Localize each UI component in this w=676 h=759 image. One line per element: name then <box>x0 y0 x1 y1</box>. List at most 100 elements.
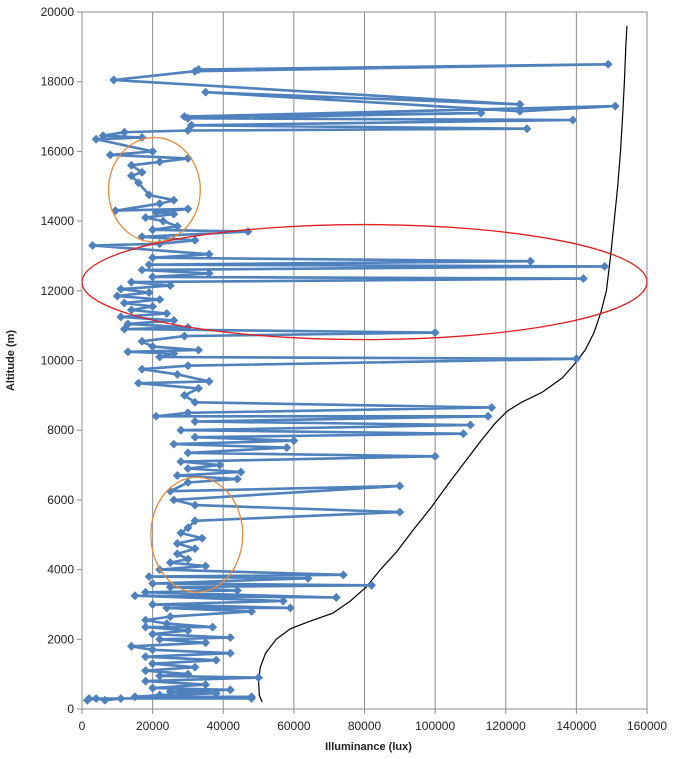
annotation-layer <box>81 136 648 593</box>
x-tick-label: 140000 <box>556 719 596 733</box>
data-point <box>116 693 126 704</box>
data-point <box>183 408 193 418</box>
data-point <box>190 416 200 427</box>
data-point <box>82 695 92 705</box>
red-highlight-ellipse <box>81 223 648 341</box>
data-point <box>515 99 525 109</box>
x-tick-labels: 0 20000 40000 60000 80000 100000 120000 140000 1… <box>79 709 667 733</box>
data-point <box>148 253 158 263</box>
x-axis-title: Illuminance (lux) <box>325 741 412 753</box>
y-tick-label: 2000 <box>47 632 74 646</box>
data-point <box>610 101 620 111</box>
data-point <box>141 652 151 662</box>
data-point <box>176 457 186 467</box>
data-point <box>172 470 182 481</box>
y-tick-label: 6000 <box>47 493 74 507</box>
series-layer <box>82 59 620 705</box>
data-point <box>148 146 158 156</box>
data-point <box>186 120 197 130</box>
data-point <box>246 692 257 702</box>
data-point <box>204 376 214 386</box>
y-tick-label: 4000 <box>47 563 74 577</box>
data-point <box>204 268 214 278</box>
data-point <box>137 336 147 346</box>
data-point <box>211 688 221 698</box>
data-point <box>430 328 440 338</box>
data-point <box>303 573 313 583</box>
data-point <box>172 538 182 549</box>
data-point <box>190 516 200 526</box>
data-point <box>148 683 158 693</box>
y-tick-label: 12000 <box>41 284 75 298</box>
data-point <box>571 354 581 364</box>
data-point <box>197 533 207 543</box>
data-point <box>148 629 158 639</box>
data-point <box>232 474 242 484</box>
orange-highlight-ellipse <box>150 476 244 593</box>
data-point <box>172 549 182 559</box>
data-point <box>201 87 211 97</box>
x-tick-label: 40000 <box>207 719 241 733</box>
data-point <box>190 235 200 245</box>
data-point <box>155 634 165 644</box>
data-point <box>603 59 613 69</box>
data-point <box>155 157 165 167</box>
reference-curve-layer <box>257 25 628 703</box>
data-point <box>169 209 179 219</box>
data-point <box>169 495 179 505</box>
data-point <box>578 274 588 284</box>
data-point <box>236 467 246 477</box>
data-point <box>183 554 193 564</box>
data-point <box>137 265 147 275</box>
reference-curve <box>257 25 628 703</box>
data-point <box>211 655 221 665</box>
series-line <box>86 63 617 702</box>
data-point <box>193 64 204 75</box>
data-point <box>487 402 497 413</box>
data-point <box>169 195 179 205</box>
data-point <box>98 131 108 141</box>
data-point <box>232 585 242 596</box>
y-tick-label: 20000 <box>41 5 75 19</box>
data-point <box>176 528 186 538</box>
data-point <box>201 638 211 648</box>
data-point <box>568 115 578 125</box>
data-point <box>193 383 204 393</box>
data-point <box>155 352 165 362</box>
data-point <box>141 622 151 632</box>
data-point <box>282 443 292 453</box>
data-point <box>91 693 101 704</box>
data-point <box>151 207 161 217</box>
data-point <box>225 648 235 658</box>
data-point <box>225 685 235 695</box>
data-point <box>183 361 193 371</box>
y-tick-label: 14000 <box>41 214 75 228</box>
data-point <box>169 348 179 359</box>
data-point <box>165 687 175 697</box>
data-point <box>458 429 468 439</box>
data-point <box>465 420 475 430</box>
data-point <box>600 261 610 271</box>
y-tick-label: 18000 <box>41 75 75 89</box>
data-point <box>155 690 165 700</box>
data-point <box>515 106 525 116</box>
data-point <box>331 592 341 603</box>
data-point <box>289 436 299 446</box>
data-point <box>148 578 158 589</box>
y-tick-label: 16000 <box>41 144 75 158</box>
data-point <box>158 216 168 226</box>
data-point <box>165 612 175 622</box>
data-point <box>116 312 126 322</box>
x-tick-label: 160000 <box>627 719 667 733</box>
data-point <box>105 150 115 160</box>
data-point <box>183 523 193 533</box>
data-point <box>193 345 204 355</box>
data-point <box>162 603 172 613</box>
data-point <box>165 558 175 568</box>
data-point <box>148 272 158 282</box>
data-point <box>246 606 257 616</box>
data-point <box>155 294 165 305</box>
data-point <box>430 451 440 461</box>
